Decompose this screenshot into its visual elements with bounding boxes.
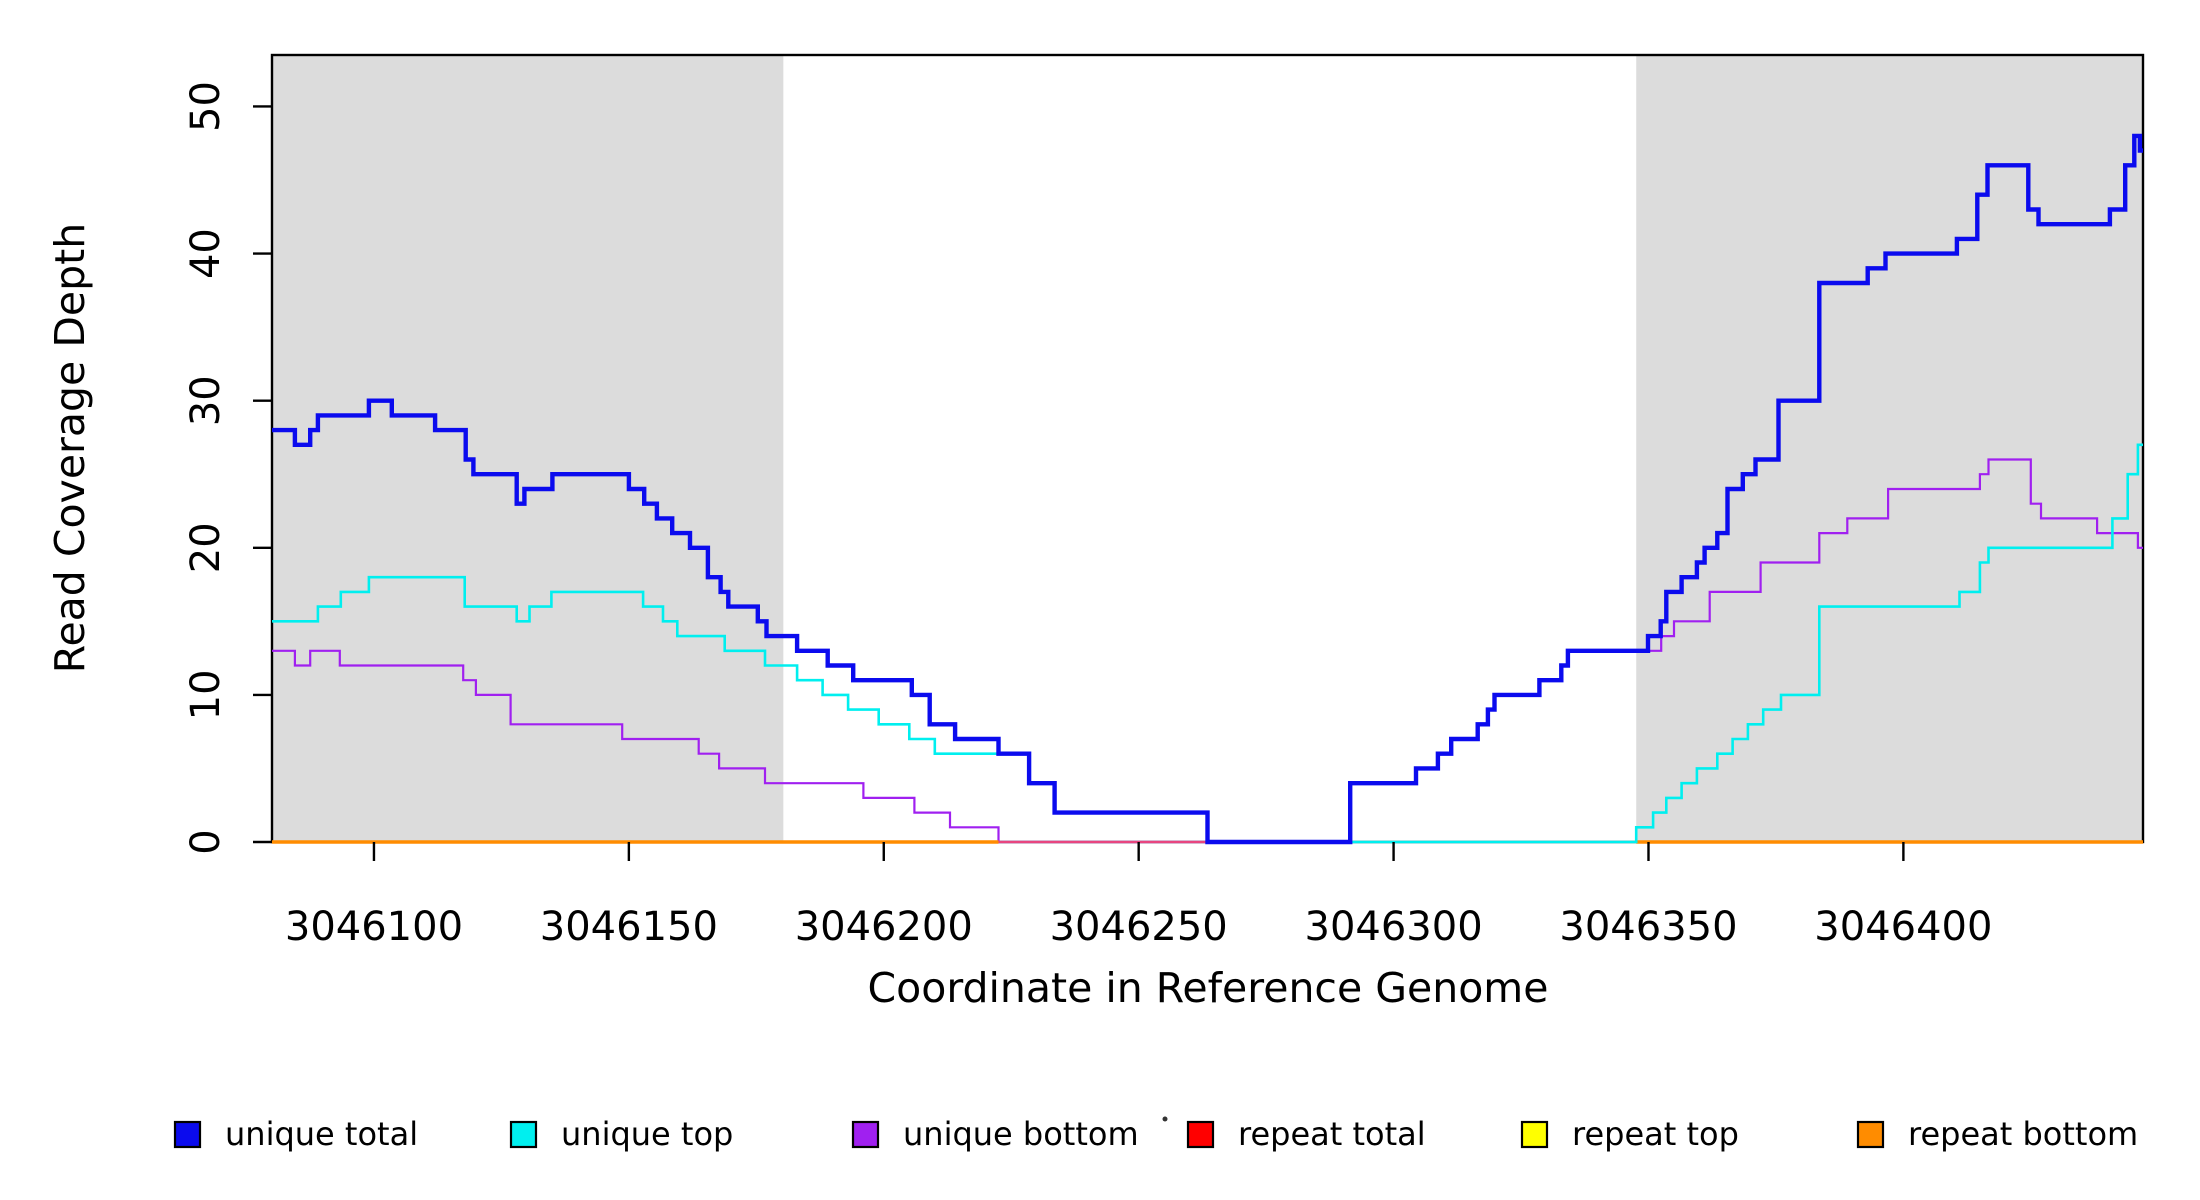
series-lines bbox=[272, 133, 2143, 845]
x-axis-title: Coordinate in Reference Genome bbox=[868, 964, 1549, 1012]
x-tick-label: 3046150 bbox=[540, 904, 718, 950]
x-tick-label: 3046100 bbox=[285, 904, 463, 950]
y-tick-label: 50 bbox=[183, 81, 229, 132]
legend-item-unique-bottom: unique bottom bbox=[851, 1115, 1139, 1153]
legend-item-unique-top: unique top bbox=[509, 1115, 733, 1153]
legend-item-label: unique bottom bbox=[903, 1115, 1139, 1153]
legend-swatch bbox=[1856, 1120, 1885, 1149]
legend-item-repeat-bottom: repeat bottom bbox=[1856, 1115, 2138, 1153]
y-axis-title: Read Coverage Depth bbox=[46, 223, 94, 673]
series-line-unique-total bbox=[272, 133, 2143, 845]
y-tick-label: 10 bbox=[183, 669, 229, 720]
y-tick-label: 30 bbox=[183, 375, 229, 426]
legend-swatch bbox=[851, 1120, 880, 1149]
stray-dot-artifact bbox=[1162, 1116, 1168, 1122]
repeat-region-left bbox=[272, 55, 784, 842]
legend-item-unique-total: unique total bbox=[173, 1115, 418, 1153]
legend-item-label: repeat total bbox=[1238, 1115, 1426, 1153]
legend-swatch bbox=[509, 1120, 538, 1149]
legend-swatch bbox=[1520, 1120, 1549, 1149]
y-tick-label: 20 bbox=[183, 522, 229, 573]
legend-swatch bbox=[173, 1120, 202, 1149]
legend: unique total unique top unique bottom repea… bbox=[173, 1115, 2138, 1153]
x-tick-label: 3046200 bbox=[795, 904, 973, 950]
legend-item-repeat-top: repeat top bbox=[1520, 1115, 1739, 1153]
x-tick-label: 3046400 bbox=[1814, 904, 1992, 950]
x-tick-label: 3046300 bbox=[1305, 904, 1483, 950]
legend-swatch bbox=[1186, 1120, 1215, 1149]
x-tick-label: 3046250 bbox=[1050, 904, 1228, 950]
y-tick-label: 40 bbox=[183, 228, 229, 279]
legend-item-label: repeat top bbox=[1572, 1115, 1739, 1153]
legend-item-repeat-total: repeat total bbox=[1186, 1115, 1426, 1153]
shaded-repeat-regions bbox=[272, 55, 2143, 842]
y-tick-label: 0 bbox=[183, 829, 229, 854]
repeat-region-right bbox=[1636, 55, 2143, 842]
x-tick-label: 3046350 bbox=[1559, 904, 1737, 950]
legend-item-label: repeat bottom bbox=[1908, 1115, 2138, 1153]
legend-item-label: unique total bbox=[225, 1115, 418, 1153]
axis-ticks bbox=[253, 105, 1905, 861]
axis-tick-labels: 3046100 3046150 3046200 3046250 3046300 30463… bbox=[183, 81, 1992, 950]
legend-item-label: unique top bbox=[561, 1115, 733, 1153]
